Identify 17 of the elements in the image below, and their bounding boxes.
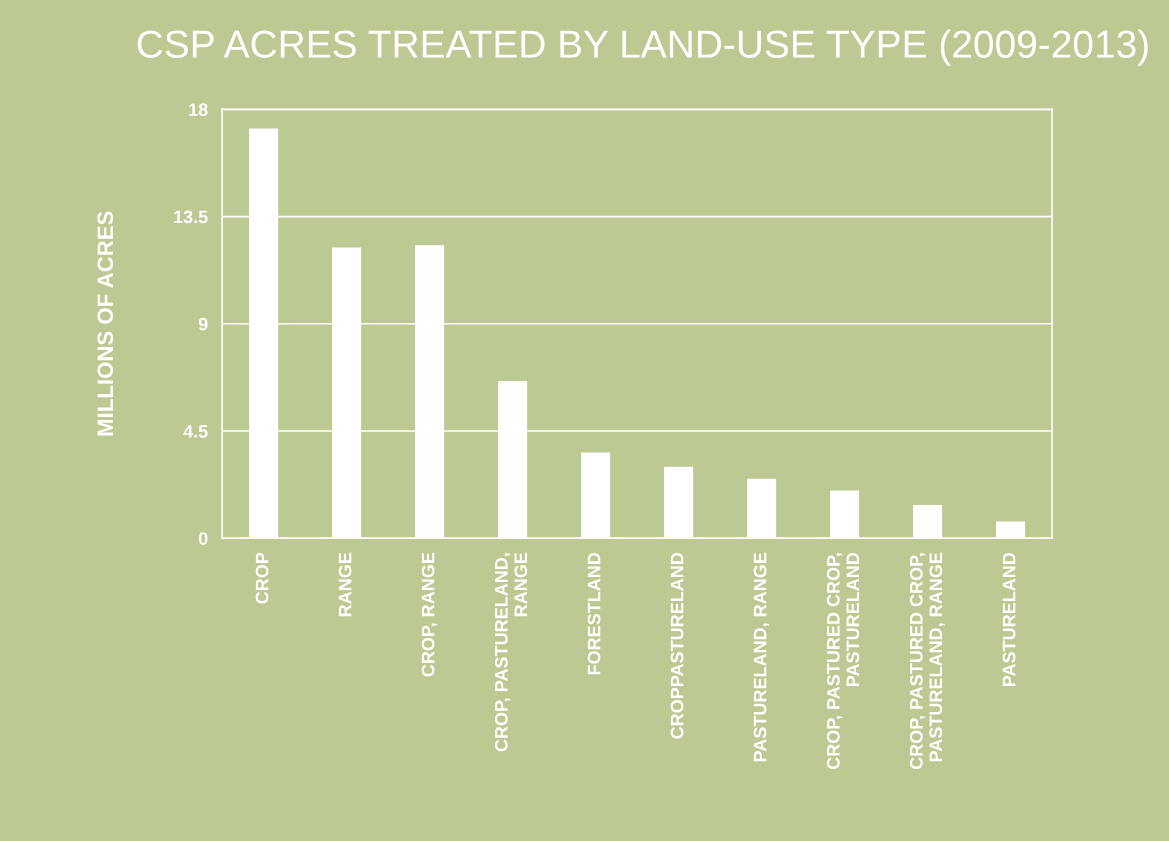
x-tick-label: FORESTLAND [587, 552, 601, 675]
y-tick-label: 9 [198, 317, 208, 331]
x-tick-label: CROP, PASTURED CROP, PASTURELAND, RANGE [909, 552, 945, 770]
x-tick-label: RANGE [338, 552, 352, 617]
y-tick-label: 18 [189, 103, 208, 117]
x-tick-label: CROPPASTURELAND [670, 552, 684, 739]
y-tick-label: 4.5 [183, 425, 208, 438]
x-tick-label: CROP [255, 552, 269, 604]
x-tick-label: CROP, PASTURED CROP, PASTURELAND [826, 552, 860, 770]
y-axis-title: MILLIONS OF ACRES [97, 211, 114, 436]
y-tick-label: 13.5 [174, 210, 208, 224]
x-tick-label: PASTURELAND, RANGE [753, 552, 770, 762]
y-tick-label: 0 [198, 532, 208, 545]
x-tick-label: PASTURELAND [1002, 552, 1016, 687]
x-tick-label: CROP, RANGE [421, 552, 438, 677]
chart-title: CSP ACRES TREATED BY LAND-USE TYPE (2009-2013) [137, 29, 1148, 66]
x-tick-label: CROP, PASTURELAND, RANGE [494, 552, 528, 752]
